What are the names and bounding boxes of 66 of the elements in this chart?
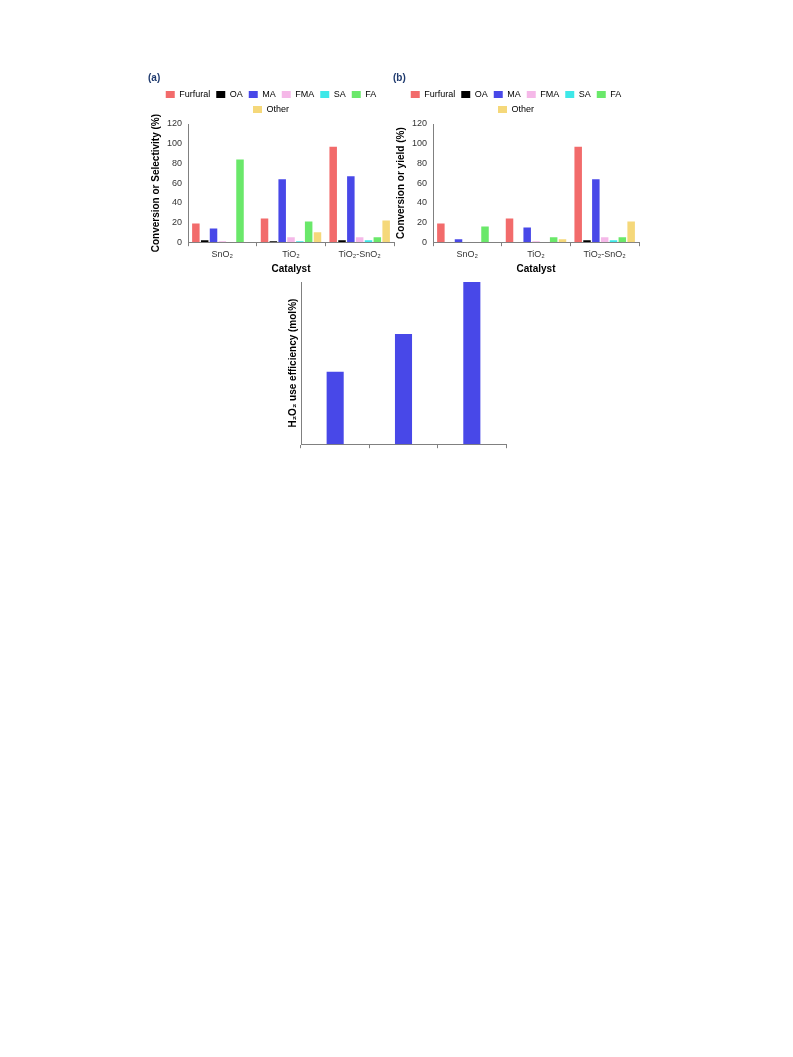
legend-label: MA: [507, 88, 521, 99]
x-tick-label: TiO₂: [282, 249, 301, 260]
legend-label: FMA: [295, 88, 315, 99]
bar: [382, 220, 390, 243]
bar: [549, 237, 558, 243]
legend-label: FA: [610, 88, 622, 99]
bar: [236, 159, 244, 243]
y-tick-label: 80: [417, 157, 428, 168]
bar: [437, 223, 445, 243]
y-tick-label: 100: [166, 138, 183, 149]
x-tick-label: SnO₂: [456, 249, 479, 260]
bar: [329, 146, 337, 243]
y-axis-title: H₂O₂ use efficiency (mol%): [286, 298, 298, 428]
x-tick-label: TiO₂: [527, 249, 546, 260]
bar: [278, 179, 286, 243]
bar: [505, 218, 514, 243]
bar: [523, 227, 531, 243]
y-tick-label: 40: [417, 197, 428, 208]
bar: [574, 146, 582, 243]
bar: [287, 237, 295, 243]
x-axis-title: Catalyst: [271, 262, 312, 274]
y-tick-label: 120: [166, 118, 183, 129]
bar: [192, 223, 200, 243]
bar: [618, 237, 627, 243]
y-tick-label: 80: [172, 157, 183, 168]
y-tick-label: 20: [417, 216, 428, 227]
x-tick-label: TiO₂-SnO₂: [583, 249, 627, 260]
chart-title: (b): [393, 71, 406, 83]
legend-label: SA: [333, 88, 346, 99]
bar: [304, 221, 313, 243]
bar: [347, 176, 355, 243]
y-tick-label: 0: [422, 236, 428, 247]
bar: [592, 179, 600, 243]
bar: [454, 239, 463, 243]
bar: [260, 218, 269, 243]
bar: [355, 237, 364, 243]
legend-label: OA: [229, 88, 243, 99]
y-axis-title: Conversion or yield (%): [394, 127, 406, 239]
y-tick-label: 60: [172, 177, 183, 188]
y-tick-label: 0: [177, 236, 183, 247]
chart-title: (a): [148, 71, 161, 83]
legend-label: OA: [474, 88, 488, 99]
y-tick-label: 60: [417, 177, 428, 188]
legend-label: SA: [578, 88, 591, 99]
legend-label: FMA: [540, 88, 560, 99]
legend-label: Other: [266, 103, 290, 114]
bar: [600, 237, 609, 243]
bar: [313, 232, 322, 243]
y-tick-label: 20: [172, 216, 183, 227]
x-tick-label: TiO₂-SnO₂: [338, 249, 382, 260]
legend-label: Other: [511, 103, 535, 114]
y-tick-label: 120: [411, 118, 428, 129]
bar: [209, 228, 218, 243]
legend-label: Furfural: [424, 88, 456, 99]
legend-label: FA: [365, 88, 377, 99]
bar: [627, 221, 635, 243]
bar: [481, 226, 489, 243]
bar: [373, 237, 382, 243]
x-tick-label: SnO₂: [211, 249, 234, 260]
y-tick-label: 100: [411, 138, 428, 149]
y-tick-label: 40: [172, 197, 183, 208]
legend-label: MA: [262, 88, 276, 99]
x-axis-title: Catalyst: [516, 262, 557, 274]
legend-label: Furfural: [179, 88, 211, 99]
bar: [558, 239, 567, 243]
y-axis-title: Conversion or Selectivity (%): [149, 113, 161, 253]
